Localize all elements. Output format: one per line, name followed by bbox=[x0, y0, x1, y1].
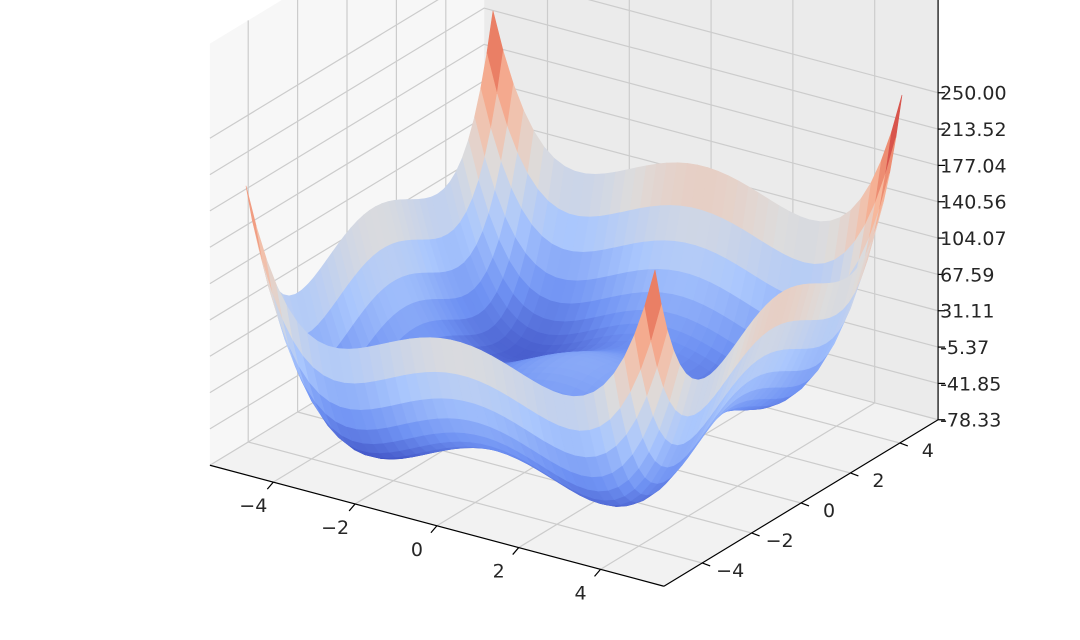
z-tick-label: 67.59 bbox=[940, 264, 994, 286]
x-tick-label: 0 bbox=[411, 539, 423, 561]
z-tick-label: 177.04 bbox=[940, 155, 1006, 177]
x-tick bbox=[512, 547, 520, 555]
x-tick-label: −2 bbox=[321, 517, 349, 539]
y-tick-label: 0 bbox=[823, 500, 835, 522]
y-tick bbox=[850, 472, 859, 477]
surface-mesh bbox=[245, 10, 903, 507]
x-tick-label: 2 bbox=[493, 561, 505, 583]
z-tick-label: -41.85 bbox=[940, 373, 1001, 395]
x-tick bbox=[594, 568, 601, 577]
x-tick-label: 4 bbox=[574, 582, 586, 604]
surface-facet bbox=[644, 269, 662, 341]
z-tick-label: -5.37 bbox=[940, 337, 989, 359]
grid-line-z bbox=[209, 0, 939, 139]
z-tick-label: 250.00 bbox=[940, 83, 1006, 105]
tick-labels: −4 −2 0 2 4 −4 −2 0 2 4 -78.33 -41.85 -5.37 31.11 67.5… bbox=[239, 83, 1006, 605]
x-tick-label: −4 bbox=[239, 495, 267, 517]
z-tick-label: 140.56 bbox=[940, 192, 1006, 214]
axis-ticks bbox=[266, 92, 946, 577]
grid-line-z bbox=[209, 43, 939, 212]
x-tick bbox=[348, 503, 356, 512]
x-tick bbox=[266, 481, 274, 490]
y-tick bbox=[701, 562, 711, 567]
y-tick-label: 4 bbox=[922, 440, 934, 462]
z-tick-label: -78.33 bbox=[940, 410, 1001, 432]
y-tick-label: 2 bbox=[872, 470, 884, 492]
y-tick-label: −2 bbox=[766, 530, 794, 552]
grid-line-z bbox=[209, 7, 939, 176]
y-tick-label: −4 bbox=[716, 560, 744, 582]
z-tick-label: 213.52 bbox=[940, 119, 1006, 141]
x-tick bbox=[430, 525, 438, 534]
y-tick bbox=[800, 502, 810, 507]
y-tick bbox=[751, 532, 760, 537]
y-tick bbox=[899, 442, 909, 447]
z-tick-label: 31.11 bbox=[940, 301, 994, 323]
z-tick-label: 104.07 bbox=[940, 228, 1006, 250]
